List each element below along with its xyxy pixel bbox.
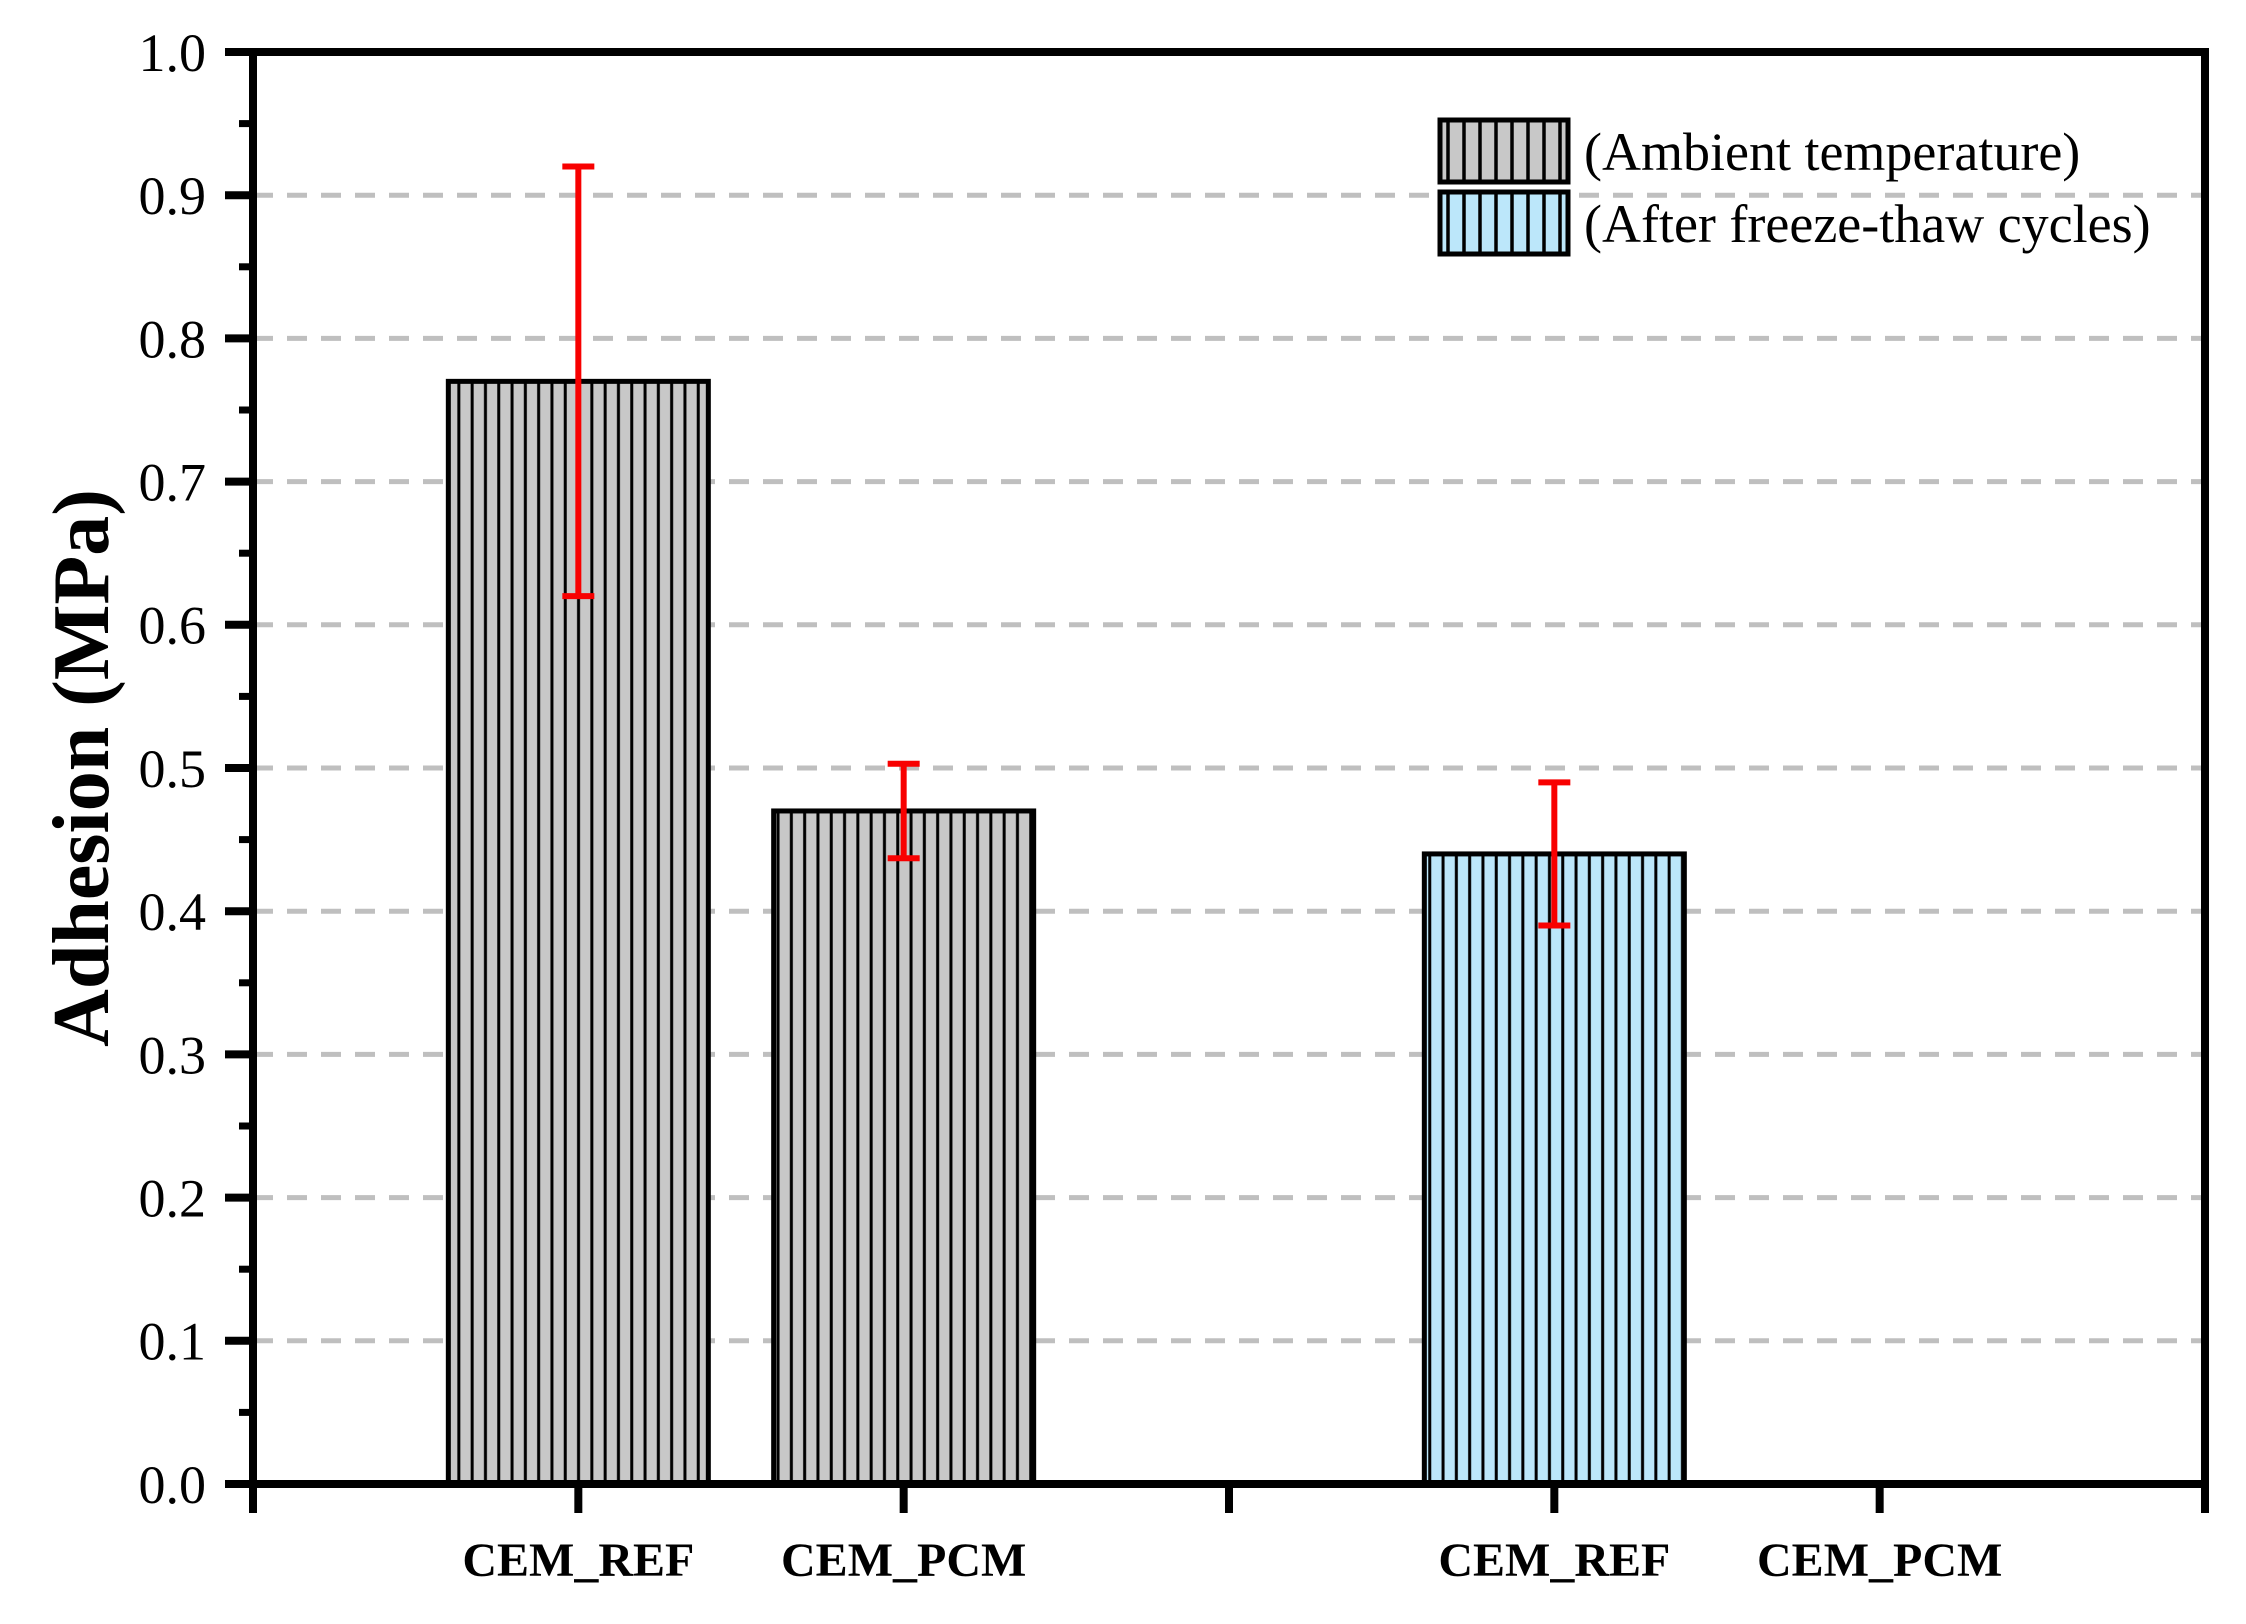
y-tick-label: 0.3 <box>139 1025 207 1085</box>
y-tick-label: 0.8 <box>139 309 207 369</box>
y-tick-label: 0.6 <box>139 596 207 656</box>
x-tick-label: CEM_PCM <box>781 1534 1026 1587</box>
legend-swatch-freeze-thaw-hatch <box>1437 189 1571 257</box>
error-bars <box>562 163 1571 929</box>
x-tick-label: CEM_PCM <box>1757 1534 2002 1587</box>
error-bar <box>1538 779 1571 929</box>
y-tick-label: 0.7 <box>139 453 207 513</box>
y-tick-label: 0.0 <box>139 1455 207 1515</box>
legend-swatch-ambient-hatch <box>1437 117 1571 185</box>
legend: (Ambient temperature) (After freeze-thaw… <box>1437 117 2151 257</box>
y-axis-title: Adhesion (MPa) <box>38 489 126 1047</box>
legend-label-ambient: (Ambient temperature) <box>1584 122 2080 182</box>
y-tick-label: 0.2 <box>139 1169 207 1229</box>
legend-label-freeze-thaw: (After freeze-thaw cycles) <box>1584 194 2151 254</box>
bar-CEM_PCM <box>771 808 1037 1487</box>
bars <box>445 378 1687 1487</box>
error-bar <box>562 163 595 600</box>
x-tick-label: CEM_REF <box>462 1534 694 1587</box>
y-tick-label: 0.4 <box>139 882 207 942</box>
axis-tick-labels: 0.0 0.1 0.2 0.3 0.4 0.5 0.6 0.7 0.8 0.9 1.0 CEM_REF… <box>139 23 2003 1587</box>
legend-item-ambient: (Ambient temperature) <box>1437 117 2080 185</box>
x-tick-label: CEM_REF <box>1438 1534 1670 1587</box>
legend-item-freeze-thaw: (After freeze-thaw cycles) <box>1437 189 2151 257</box>
y-tick-label: 0.9 <box>139 166 207 226</box>
axis-ticks <box>225 48 2209 1513</box>
bar-CEM_REF <box>1421 851 1687 1487</box>
error-bar <box>887 760 920 862</box>
y-tick-label: 0.1 <box>139 1312 207 1372</box>
y-tick-label: 0.5 <box>139 739 207 799</box>
y-tick-label: 1.0 <box>139 23 207 83</box>
